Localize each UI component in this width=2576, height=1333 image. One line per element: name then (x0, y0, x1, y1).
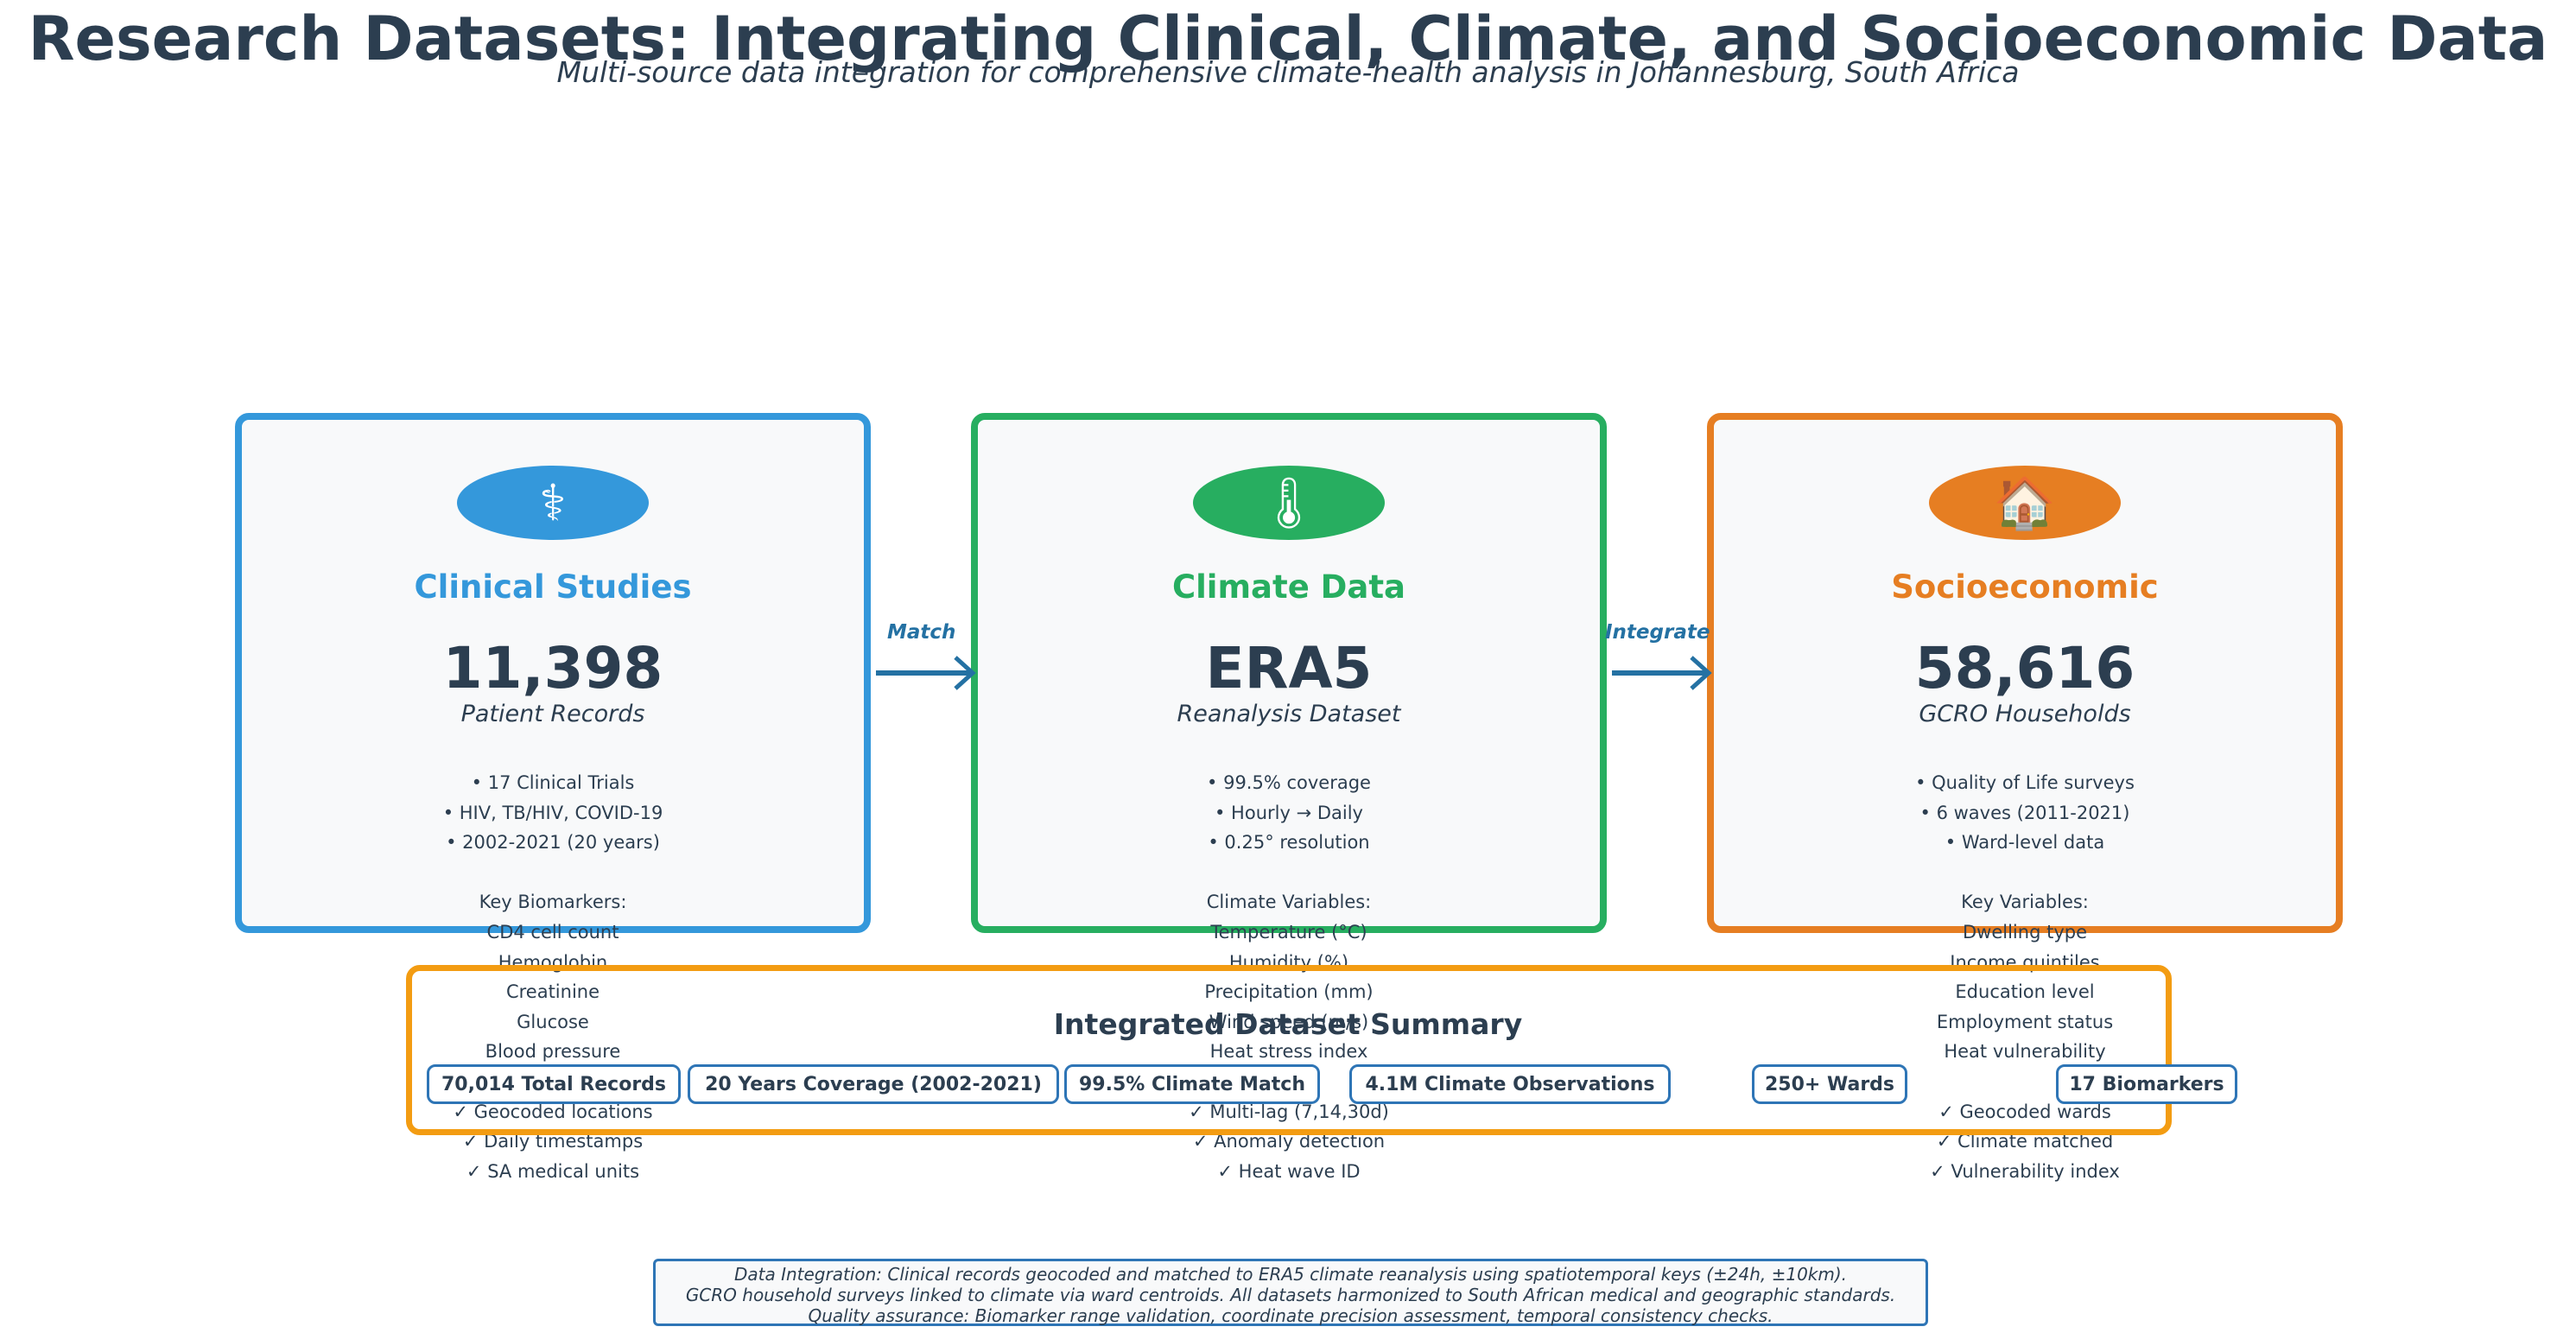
clinical-card-detail-line: CD4 cell count (486, 922, 619, 943)
clinical-card-value: 11,398 (442, 635, 663, 701)
clinical-card-detail-line: ✓ Geocoded locations (453, 1101, 653, 1122)
socioeconomic-card-detail-line: • 6 waves (2011-2021) (1919, 802, 2130, 823)
climate-card-detail-line: Heat stress index (1209, 1041, 1368, 1063)
summary-title: Integrated Dataset Summary (1053, 1007, 1523, 1041)
house-icon: 🏠 (1929, 466, 2121, 540)
summary-stat-total-records: 70,014 Total Records (427, 1064, 681, 1104)
climate-card-detail-line: • Hourly → Daily (1215, 802, 1363, 823)
socioeconomic-card-detail-line: ✓ Geocoded wards (1938, 1101, 2111, 1122)
socioeconomic-card-value: 58,616 (1914, 635, 2135, 701)
climate-card-detail-line: Temperature (°C) (1210, 922, 1367, 943)
summary-stat-years-coverage: 20 Years Coverage (2002-2021) (688, 1064, 1059, 1104)
clinical-card-detail-line: • 17 Clinical Trials (471, 772, 635, 793)
climate-card-value: ERA5 (1205, 635, 1373, 701)
climate-card-detail-line: • 99.5% coverage (1207, 772, 1371, 793)
socioeconomic-card-detail-line: Dwelling type (1963, 922, 2087, 943)
page-title: Research Datasets: Integrating Clinical,… (28, 3, 2548, 74)
summary-stat-climate-observations: 4.1M Climate Observations (1349, 1064, 1671, 1104)
socioeconomic-card-detail-line: Employment status (1936, 1011, 2114, 1032)
climate-card-detail-line: Precipitation (mm) (1204, 981, 1374, 1003)
integrate-arrow-label: Integrate (1605, 621, 1710, 644)
page-subtitle: Multi-source data integration for compre… (556, 55, 2020, 89)
socioeconomic-card-detail-line: ✓ Vulnerability index (1930, 1160, 2120, 1182)
socioeconomic-card-detail-line: • Quality of Life surveys (1915, 772, 2135, 793)
climate-card-detail-line: ✓ Multi-lag (7,14,30d) (1189, 1101, 1389, 1122)
clinical-card-detail-line: ✓ SA medical units (466, 1160, 640, 1182)
clinical-card-detail-line: Blood pressure (485, 1041, 621, 1063)
clinical-card-detail-line: Creatinine (505, 981, 600, 1003)
integrate-arrow (1612, 656, 1712, 690)
clinical-card-detail-line: Key Biomarkers: (479, 892, 627, 913)
note-line: Quality assurance: Biomarker range valid… (808, 1305, 1773, 1326)
clinical-card-detail-line: Glucose (517, 1011, 589, 1032)
climate-card-detail-line: Climate Variables: (1206, 892, 1372, 913)
integration-note: Data Integration: Clinical records geoco… (653, 1259, 1928, 1326)
clinical-card-detail-line: • HIV, TB/HIV, COVID-19 (442, 802, 663, 823)
match-arrow (876, 656, 976, 690)
note-line: GCRO household surveys linked to climate… (685, 1285, 1896, 1305)
climate-card-label: Reanalysis Dataset (1177, 701, 1401, 727)
climate-card-detail-line: • 0.25° resolution (1208, 832, 1370, 854)
summary-stat-climate-match: 99.5% Climate Match (1064, 1064, 1320, 1104)
socioeconomic-card-title: Socioeconomic (1891, 568, 2159, 606)
socioeconomic-card-detail-line: Key Variables: (1961, 892, 2089, 913)
clinical-card-title: Clinical Studies (414, 568, 692, 606)
socioeconomic-card-detail-line: Heat vulnerability (1944, 1041, 2106, 1063)
summary-box (406, 965, 2172, 1135)
note-line: Data Integration: Clinical records geoco… (733, 1264, 1848, 1285)
match-arrow-label: Match (887, 621, 956, 644)
summary-stat-biomarkers: 17 Biomarkers (2056, 1064, 2237, 1104)
climate-card-title: Climate Data (1171, 568, 1406, 606)
climate-card-detail-line: Wind speed (m/s) (1209, 1011, 1369, 1032)
socioeconomic-card-detail-line: Education level (1955, 981, 2095, 1003)
climate-card-detail-line: ✓ Heat wave ID (1217, 1160, 1361, 1182)
socioeconomic-card-label: GCRO Households (1919, 701, 2131, 727)
clinical-card-label: Patient Records (460, 701, 645, 727)
summary-stat-wards: 250+ Wards (1752, 1064, 1907, 1104)
socioeconomic-card-detail-line: • Ward-level data (1945, 832, 2105, 854)
thermometer-icon: 🌡 (1193, 466, 1385, 540)
clinical-card-detail-line: • 2002-2021 (20 years) (446, 832, 660, 854)
medical-caduceus-icon: ⚕ (457, 466, 649, 540)
